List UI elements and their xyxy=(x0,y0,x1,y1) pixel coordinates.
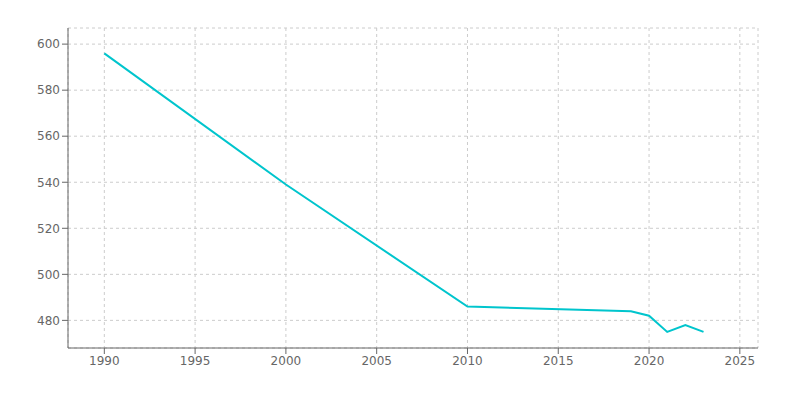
svg-text:560: 560 xyxy=(37,129,60,143)
svg-text:2020: 2020 xyxy=(634,354,665,368)
svg-text:480: 480 xyxy=(37,314,60,328)
svg-text:2000: 2000 xyxy=(271,354,302,368)
svg-text:600: 600 xyxy=(37,37,60,51)
svg-text:2005: 2005 xyxy=(361,354,392,368)
svg-text:2025: 2025 xyxy=(725,354,756,368)
svg-text:580: 580 xyxy=(37,83,60,97)
svg-text:500: 500 xyxy=(37,268,60,282)
svg-text:1990: 1990 xyxy=(89,354,120,368)
svg-text:2010: 2010 xyxy=(452,354,483,368)
svg-text:2015: 2015 xyxy=(543,354,574,368)
svg-text:1995: 1995 xyxy=(180,354,211,368)
svg-text:520: 520 xyxy=(37,222,60,236)
svg-text:540: 540 xyxy=(37,176,60,190)
